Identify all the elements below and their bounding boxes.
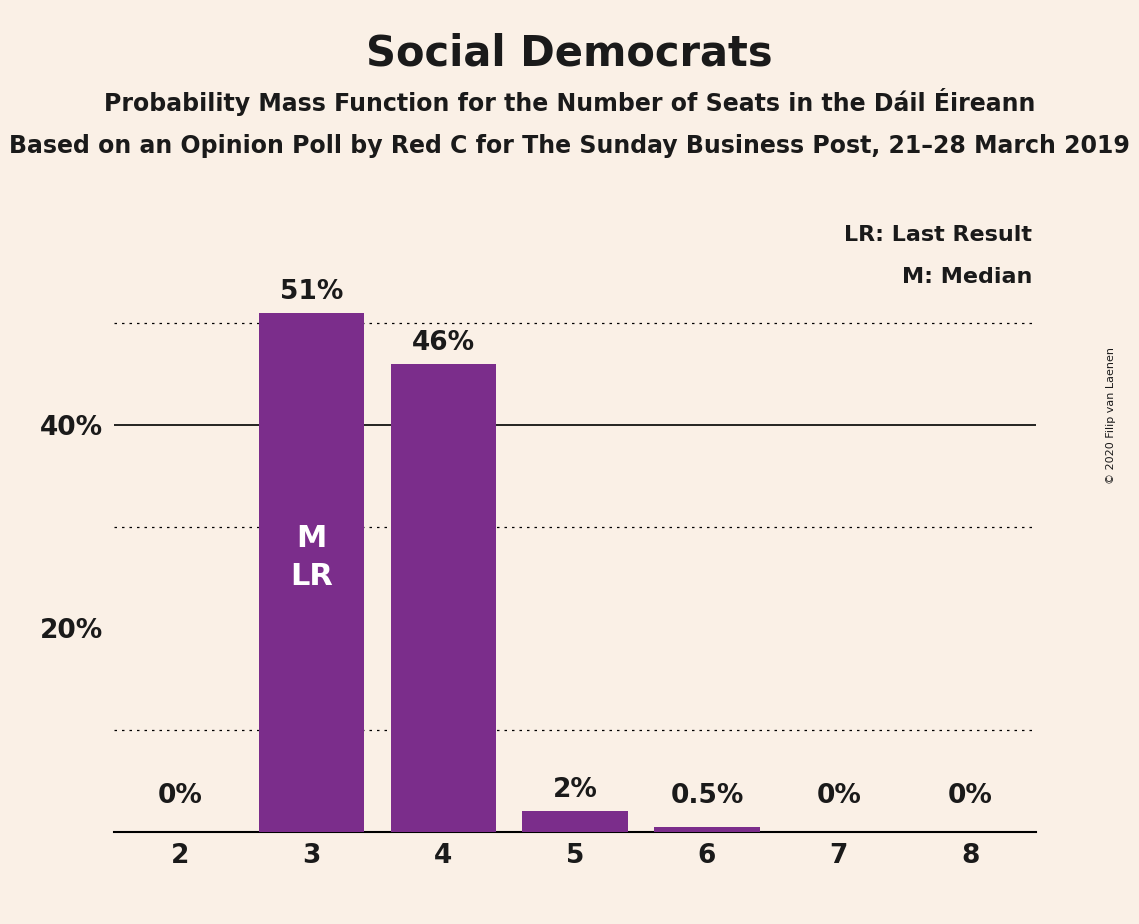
Bar [654, 827, 760, 832]
Text: Based on an Opinion Poll by Red C for The Sunday Business Post, 21–28 March 2019: Based on an Opinion Poll by Red C for Th… [9, 134, 1130, 158]
Text: 0%: 0% [817, 784, 861, 809]
Text: 46%: 46% [412, 330, 475, 356]
Text: Social Democrats: Social Democrats [366, 32, 773, 74]
Text: 0.5%: 0.5% [671, 784, 744, 809]
Text: 0%: 0% [157, 784, 203, 809]
Text: 2%: 2% [552, 777, 598, 803]
Bar [391, 364, 497, 832]
Bar [259, 313, 364, 832]
Text: Probability Mass Function for the Number of Seats in the Dáil Éireann: Probability Mass Function for the Number… [104, 88, 1035, 116]
Text: 0%: 0% [948, 784, 993, 809]
Text: M: Median: M: Median [901, 268, 1032, 287]
Text: 51%: 51% [280, 279, 343, 305]
Bar [523, 811, 628, 832]
Text: LR: Last Result: LR: Last Result [844, 225, 1032, 245]
Text: © 2020 Filip van Laenen: © 2020 Filip van Laenen [1106, 347, 1115, 484]
Text: M
LR: M LR [290, 524, 333, 590]
